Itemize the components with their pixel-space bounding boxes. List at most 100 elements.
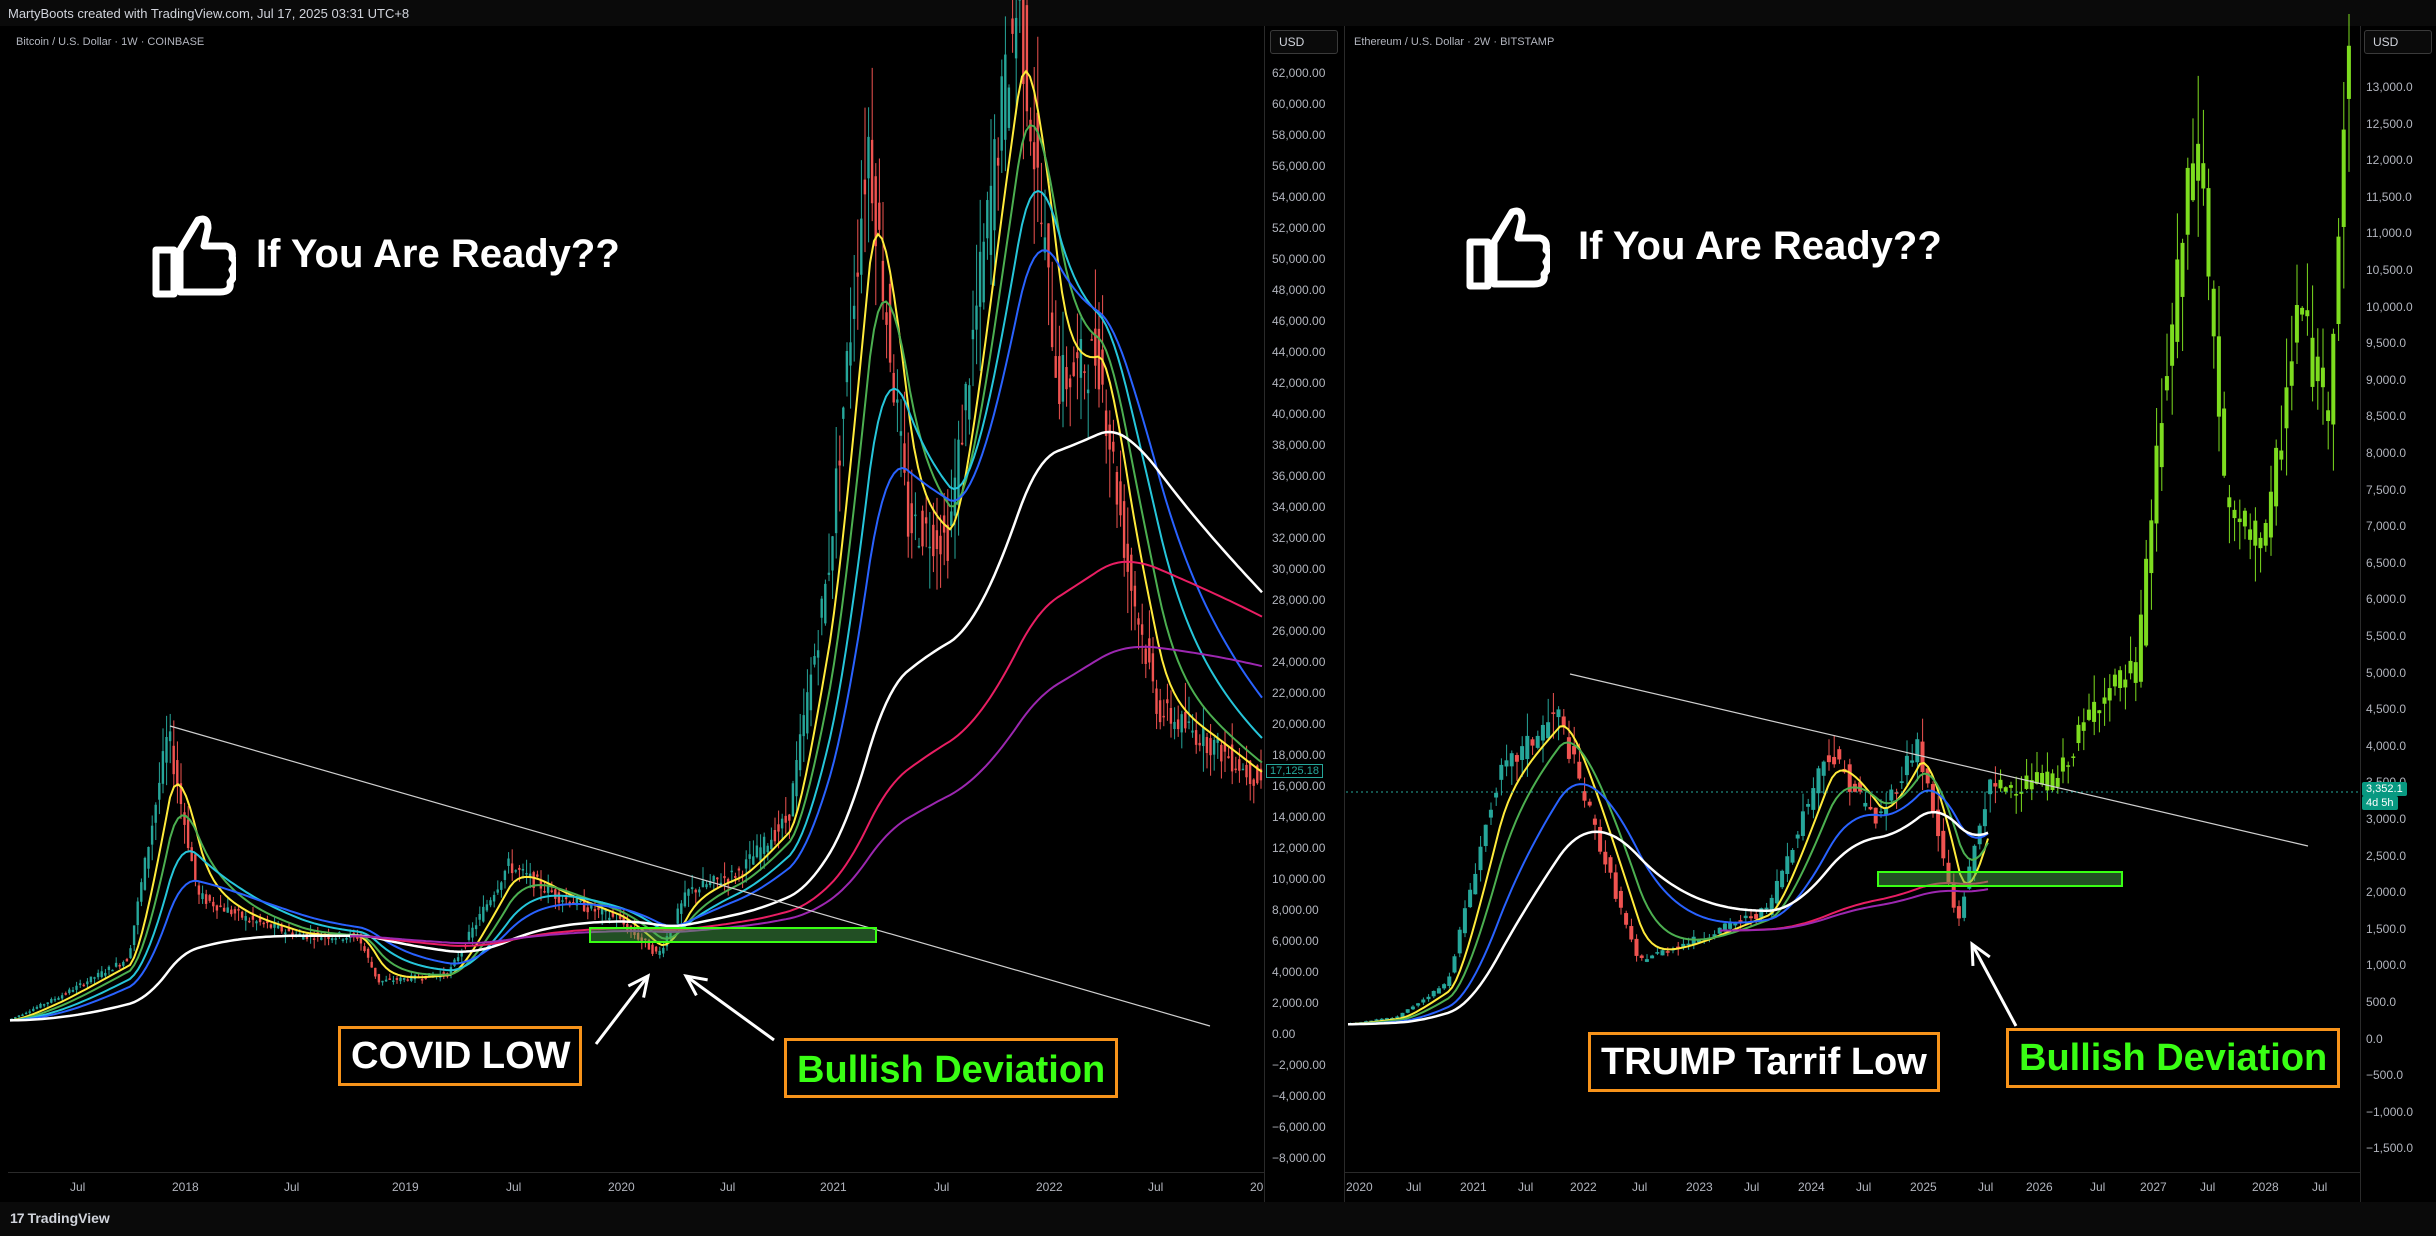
btc-candle <box>816 650 820 658</box>
eth-candle <box>1462 908 1467 934</box>
btc-symbol-label[interactable]: Bitcoin / U.S. Dollar · 1W · COINBASE <box>16 36 205 48</box>
eth-candle <box>1587 801 1592 806</box>
btc-candle <box>723 876 726 879</box>
eth-candle <box>1416 1003 1421 1006</box>
btc-candle <box>215 905 219 911</box>
eth-candle <box>1748 916 1753 919</box>
btc-candle <box>474 925 478 930</box>
eth-candle <box>1795 834 1800 839</box>
btc-candle <box>154 804 157 823</box>
btc-candle <box>1025 5 1029 112</box>
eth-candle <box>1988 779 1993 795</box>
btc-candle <box>996 157 1000 166</box>
btc-candle <box>392 980 395 982</box>
btc-candle <box>510 863 514 874</box>
btc-candle <box>366 948 370 958</box>
eth-candle <box>1431 990 1436 997</box>
btc-candle <box>456 957 460 962</box>
btc-candle <box>482 906 485 922</box>
eth-headline: If You Are Ready?? <box>1578 224 1942 268</box>
eth-candle <box>1655 952 1660 954</box>
eth-candle <box>2040 772 2045 785</box>
eth-candle <box>1681 943 1686 948</box>
btc-time-axis-tick: 2019 <box>392 1180 419 1194</box>
btc-candle <box>1122 501 1126 558</box>
eth-candle <box>2170 324 2175 366</box>
btc-candle <box>536 874 539 877</box>
eth-candle <box>2222 408 2227 476</box>
eth-time-axis-tick: Jul <box>1744 1180 1760 1194</box>
btc-candle <box>129 948 132 959</box>
eth-candle <box>1374 1019 1379 1021</box>
eth-price-axis-tick: 11,000.0 <box>2366 226 2412 241</box>
btc-candle <box>683 892 687 907</box>
btc-candle <box>345 937 348 940</box>
btc-candle <box>420 979 424 981</box>
eth-currency-button[interactable]: USD <box>2364 30 2432 54</box>
btc-candle <box>1245 764 1248 778</box>
btc-candle <box>644 938 647 941</box>
btc-candle <box>860 218 863 275</box>
btc-candle <box>968 385 971 420</box>
btc-candle <box>514 870 517 872</box>
eth-candle <box>2050 773 2055 790</box>
eth-candle <box>2258 537 2263 549</box>
btc-candle <box>748 854 751 859</box>
eth-time-axis-tick: Jul <box>1856 1180 1872 1194</box>
btc-candle <box>842 407 845 419</box>
btc-time-axis-tick: Jul <box>934 1180 950 1194</box>
eth-candle <box>1847 764 1852 792</box>
btc-candle <box>359 935 363 944</box>
btc-candle <box>276 925 280 929</box>
btc-candle <box>89 976 93 983</box>
btc-candle <box>975 305 978 330</box>
btc-candle <box>780 818 784 829</box>
btc-candle <box>852 305 856 319</box>
eth-candle <box>1535 735 1540 748</box>
eth-time-axis-tick: 2020 <box>1346 1180 1373 1194</box>
eth-candle <box>2092 701 2097 722</box>
eth-price-axis-tick: 0.0 <box>2366 1031 2383 1046</box>
btc-candle <box>849 342 852 366</box>
eth-candle <box>2310 337 2315 387</box>
eth-candle <box>1884 807 1889 815</box>
eth-symbol-label[interactable]: Ethereum / U.S. Dollar · 2W · BITSTAMP <box>1354 36 1555 48</box>
btc-candle <box>809 674 813 711</box>
btc-candle <box>680 903 683 914</box>
btc-candle <box>1018 0 1021 1</box>
btc-candle <box>813 656 816 665</box>
eth-candle <box>1644 959 1649 962</box>
btc-price-axis-tick: 40,000.00 <box>1272 407 1326 421</box>
btc-candle <box>68 989 71 994</box>
btc-candle <box>1166 699 1169 704</box>
btc-candle <box>1227 756 1230 759</box>
eth-candle <box>1624 913 1629 925</box>
eth-candle <box>1728 922 1733 929</box>
btc-candle <box>1032 142 1036 170</box>
btc-candle <box>903 443 906 473</box>
btc-candle <box>906 481 910 537</box>
btc-candle <box>1058 356 1061 405</box>
eth-bullish-arrow-head <box>1970 940 1991 967</box>
btc-candle <box>989 185 993 255</box>
btc-candle <box>86 981 89 985</box>
eth-chart-panel[interactable] <box>1344 26 2360 1200</box>
eth-candle <box>1546 722 1551 739</box>
btc-candle <box>402 978 406 980</box>
btc-currency-button[interactable]: USD <box>1270 30 1338 54</box>
eth-candle <box>1837 749 1842 760</box>
btc-candle <box>32 1008 35 1012</box>
panel-divider <box>1344 26 1345 1202</box>
eth-candle <box>1780 870 1785 888</box>
eth-candle <box>2300 307 2305 315</box>
btc-candle <box>932 524 935 557</box>
btc-time-axis-tick: 20 <box>1250 1180 1264 1194</box>
btc-candle <box>485 904 489 911</box>
btc-candle <box>356 936 359 939</box>
btc-price-axis-tick: 42,000.00 <box>1272 376 1326 390</box>
eth-candle <box>1878 811 1883 813</box>
btc-candle <box>698 889 701 893</box>
btc-candle <box>492 894 496 902</box>
btc-candle <box>820 598 823 618</box>
eth-time-axis-tick: 2028 <box>2252 1180 2279 1194</box>
